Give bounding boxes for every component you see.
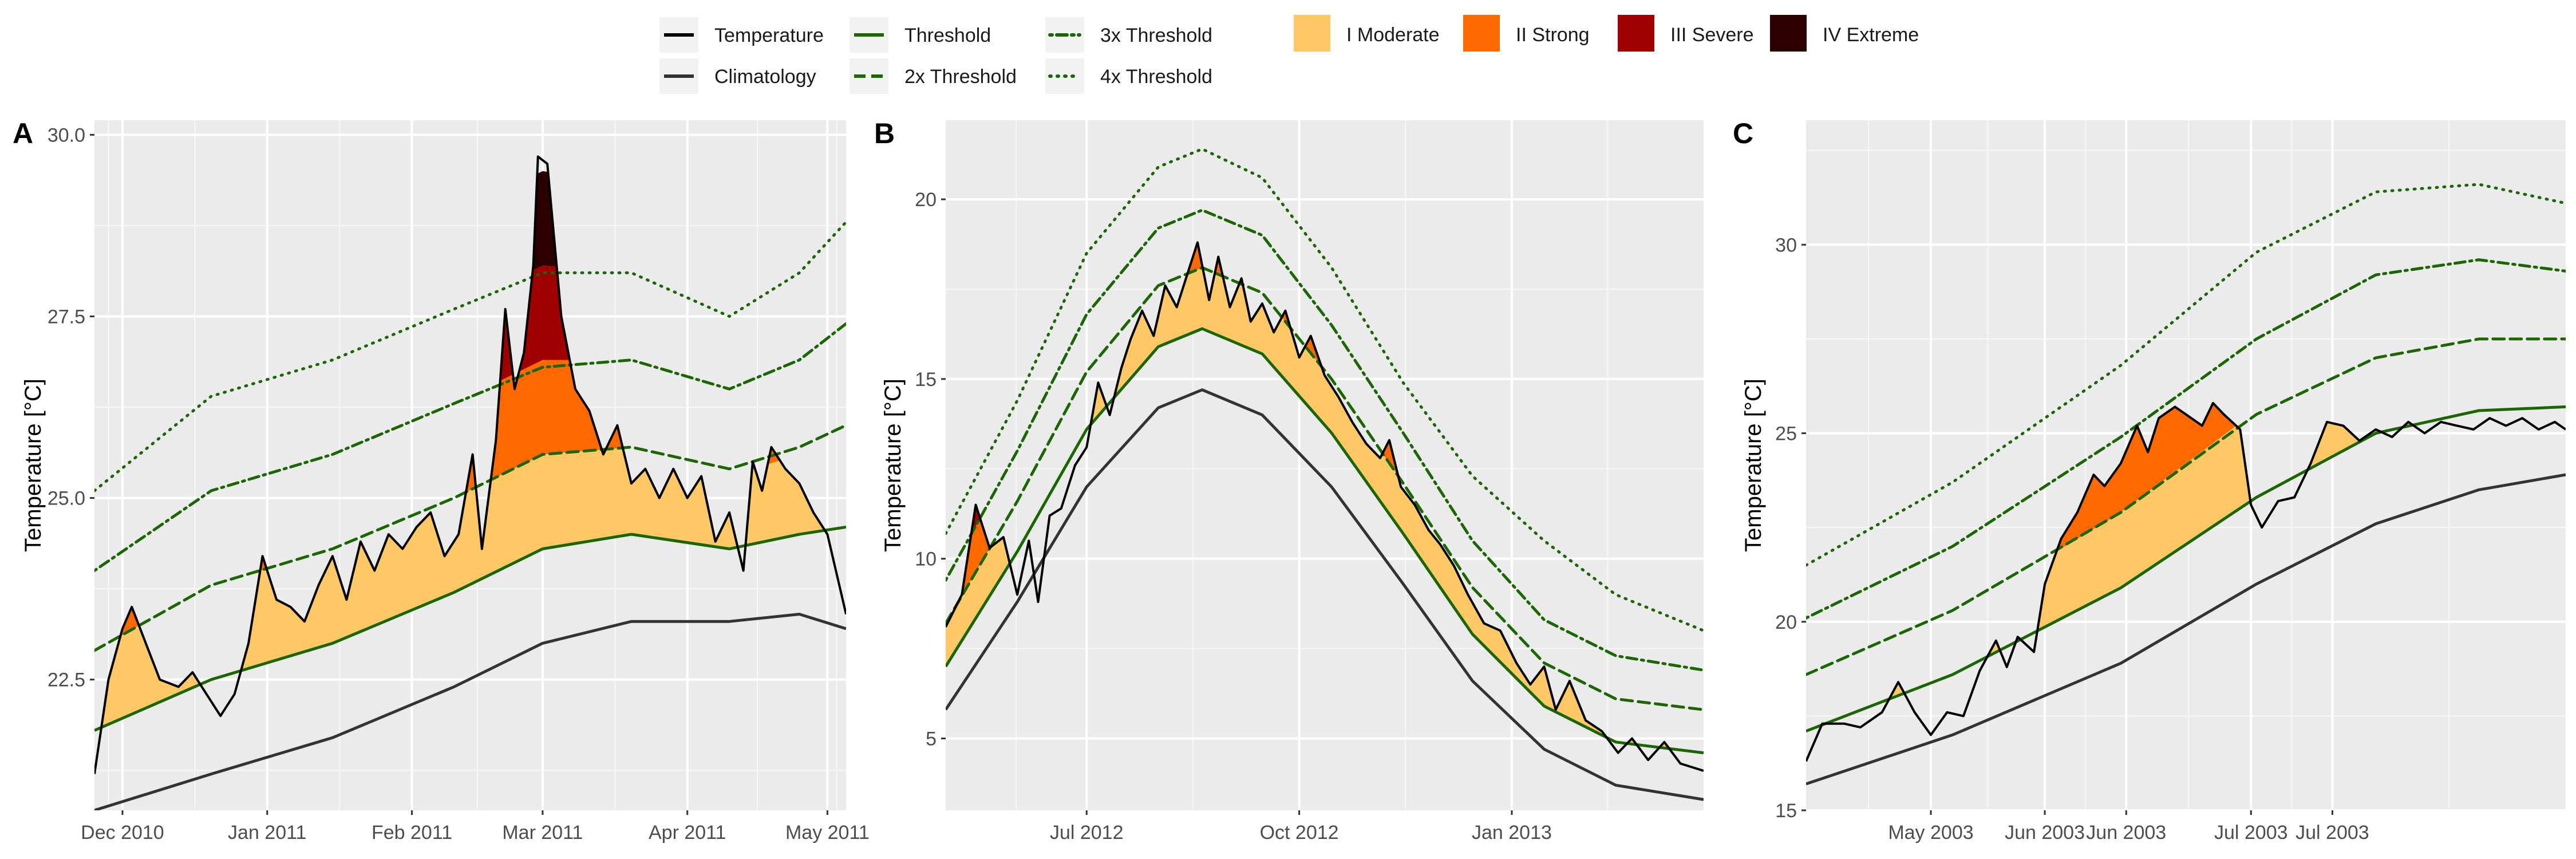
legend-swatch (1463, 15, 1500, 52)
threshold-3x-line (94, 322, 846, 572)
x-tick-label: Mar 2011 (502, 822, 583, 844)
panel-label: C (1733, 117, 1753, 149)
y-tick-label: 25 (1775, 423, 1797, 445)
threshold-4x-line (946, 147, 1704, 632)
category-1-area (2037, 426, 2250, 631)
legend-label: 4x Threshold (1100, 66, 1212, 88)
legend-swatch (1294, 15, 1330, 52)
threshold-4x-line (1806, 183, 2566, 567)
category-1-area (1091, 383, 1107, 424)
y-tick-label: 30.0 (48, 124, 85, 146)
y-tick-label: 20 (915, 189, 937, 211)
x-tick-label: Jun 2003 (2005, 822, 2085, 844)
x-tick-label: Jun 2003 (2086, 822, 2166, 844)
legend-label: Climatology (714, 66, 816, 88)
threshold-line (946, 327, 1704, 755)
legend: Temperature Climatology Threshold 2x Thresh… (659, 15, 1919, 94)
category-1-area (1114, 267, 1606, 738)
category-1-area (2308, 422, 2381, 470)
category-2-area (2056, 403, 2236, 551)
category-3-area (500, 309, 513, 381)
category-2-area (958, 518, 990, 602)
x-tick-label: Jan 2011 (228, 822, 306, 844)
threshold-line (94, 525, 846, 732)
category-4-area (532, 171, 556, 270)
x-tick-label: Oct 2012 (1260, 822, 1339, 844)
threshold-3x-line (1806, 258, 2566, 620)
category-3-area (519, 265, 570, 372)
x-tick-label: Jul 2012 (1050, 822, 1124, 844)
x-tick-label: May 2011 (785, 822, 870, 844)
x-tick-label: Dec 2010 (81, 822, 164, 844)
x-tick-label: May 2003 (1888, 822, 1973, 844)
temperature-line (946, 241, 1704, 772)
legend-swatch (1770, 15, 1807, 52)
category-2-area (491, 360, 602, 480)
y-tick-label: 20 (1775, 612, 1797, 633)
legend-label: 3x Threshold (1100, 25, 1212, 46)
panel-c: 15 20 25 30 May 2003 Jun 2003 Jun 2003 Jul 2003… (1733, 117, 2566, 844)
y-axis-label: Temperature [°C] (880, 379, 906, 552)
panel-label: A (13, 117, 33, 149)
x-tick-label: Jul 2003 (2296, 822, 2369, 844)
legend-label: II Strong (1516, 24, 1590, 46)
y-tick-label: 10 (915, 549, 937, 570)
category-shading (102, 171, 825, 727)
threshold-line (1806, 405, 2566, 733)
panel-a: 22.5 25.0 27.5 30.0 Dec 2010 Jan 2011 Feb 2011… (13, 117, 870, 844)
temperature-line (94, 155, 846, 774)
legend-label: Threshold (904, 25, 991, 46)
legend-label: I Moderate (1346, 24, 1440, 46)
y-tick-label: 22.5 (48, 669, 85, 691)
temperature-line (1806, 401, 2566, 762)
x-tick-label: Feb 2011 (372, 822, 452, 844)
legend-label: Temperature (714, 25, 824, 46)
panel-b: 5 10 15 20 Jul 2012 Oct 2012 Jan 2013 B Temperat… (874, 117, 1704, 844)
x-tick-label: Apr 2011 (649, 822, 726, 844)
climatology-line (94, 613, 846, 810)
climatology-line (1806, 473, 2566, 786)
threshold-2x-line (946, 266, 1704, 711)
category-2-area (1305, 337, 1322, 367)
category-1-area (102, 625, 200, 727)
y-tick-label: 15 (1775, 800, 1797, 822)
y-tick-label: 15 (915, 369, 937, 391)
plot-background (946, 120, 1704, 810)
y-axis-label: Temperature [°C] (21, 379, 46, 552)
category-1-area (745, 460, 825, 546)
y-tick-label: 25.0 (48, 488, 85, 510)
legend-label: 2x Threshold (904, 66, 1017, 88)
climatology-line (946, 388, 1704, 801)
threshold-3x-line (946, 208, 1704, 672)
y-tick-label: 5 (926, 728, 937, 750)
y-tick-label: 27.5 (48, 306, 85, 328)
threshold-4x-line (94, 220, 846, 492)
x-tick-label: Jul 2003 (2214, 822, 2288, 844)
category-1-area (946, 537, 1010, 667)
legend-label: IV Extreme (1823, 24, 1919, 46)
legend-swatch (1618, 15, 1654, 52)
category-2-area (1382, 440, 1398, 476)
y-tick-label: 30 (1775, 234, 1797, 256)
threshold-2x-line (1806, 337, 2566, 676)
category-shading (1822, 403, 2412, 725)
category-1-area (241, 448, 738, 671)
y-axis-label: Temperature [°C] (1741, 379, 1766, 552)
x-tick-label: Jan 2013 (1472, 822, 1552, 844)
legend-label: III Severe (1670, 24, 1754, 46)
panel-label: B (874, 117, 895, 149)
